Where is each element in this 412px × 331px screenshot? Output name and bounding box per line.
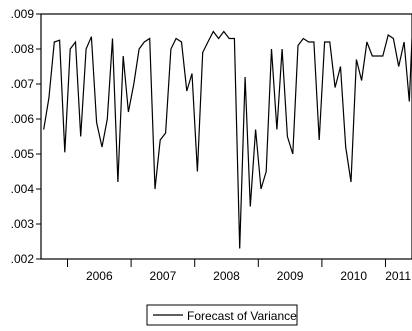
y-axis: .002 .003 .004 .005 .006 .007 .008 .009: [11, 7, 41, 266]
x-tick-label: 2008: [213, 269, 240, 283]
plot-frame: [41, 14, 412, 259]
y-tick-label: .008: [11, 42, 35, 56]
x-tick-label: 2009: [277, 269, 304, 283]
x-tick-label: 2006: [86, 269, 113, 283]
x-tick-label: 2010: [340, 269, 367, 283]
y-tick-label: .004: [11, 182, 35, 196]
legend-label: Forecast of Variance: [187, 309, 297, 323]
x-tick-label: 2011: [385, 269, 411, 283]
series-layer: [44, 32, 412, 249]
x-axis: 2006 2007 2008 2009 2010 2011: [68, 259, 412, 283]
legend: Forecast of Variance: [147, 305, 297, 325]
y-tick-label: .003: [11, 217, 35, 231]
y-tick-label: .006: [11, 112, 35, 126]
y-tick-label: .002: [11, 252, 35, 266]
y-tick-label: .005: [11, 147, 35, 161]
y-tick-label: .009: [11, 7, 35, 21]
x-tick-label: 2007: [150, 269, 177, 283]
series-line: [44, 32, 412, 249]
y-tick-label: .007: [11, 77, 35, 91]
